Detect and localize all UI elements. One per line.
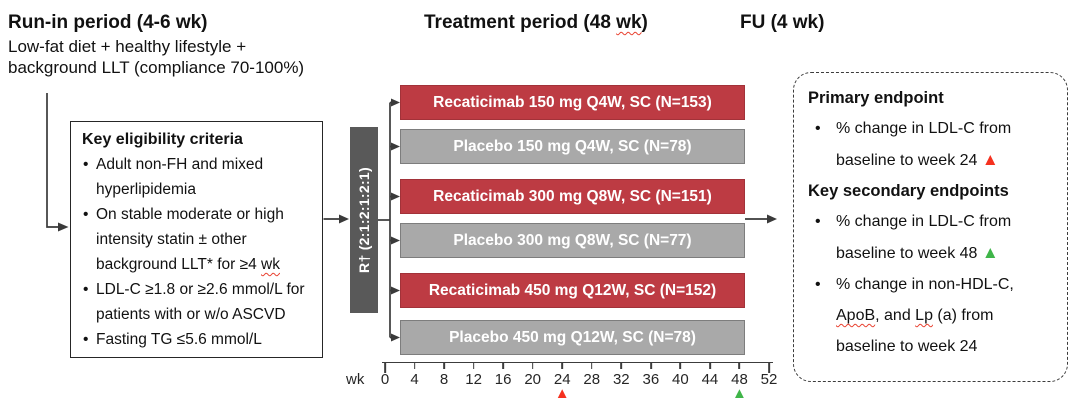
- axis-tick: [709, 363, 711, 369]
- text-segment: (a) from baseline to week 24: [836, 307, 994, 355]
- recaticimab-arm-bar: Recaticimab 150 mg Q4W, SC (N=153): [400, 85, 745, 120]
- week-axis: 0 4 8 12 16 20 24 28 32 36 40 44 48 52 ▲ ▲: [381, 362, 777, 412]
- axis-tick-label: 4: [410, 371, 419, 388]
- arrowhead-icon: [391, 192, 400, 201]
- text-segment: ): [641, 12, 648, 33]
- placebo-arm-bar: Placebo 300 mg Q8W, SC (N=77): [400, 223, 745, 258]
- bullet-dot-icon: •: [815, 276, 821, 293]
- eligibility-list: • Adult non-FH and mixed hyperlipidemia • O…: [82, 152, 315, 352]
- bullet-item: • Adult non-FH and mixed hyperlipidemia: [82, 152, 315, 202]
- text-segment: Treatment period (48: [424, 12, 617, 33]
- red-triangle-icon: ▲: [981, 150, 999, 169]
- bullet-dot-icon: •: [83, 156, 89, 173]
- axis-tick-label: 44: [701, 371, 719, 388]
- axis-tick: [620, 363, 623, 369]
- arrowhead-icon: [767, 214, 777, 224]
- text-segment: wk: [261, 256, 280, 273]
- week-axis-line: [382, 362, 773, 363]
- randomization-ratio-label: R† (2:1:2:1:2:1): [356, 167, 372, 273]
- bullet-item: • % change in LDL-C from baseline to week…: [808, 206, 1057, 269]
- arrowhead-icon: [391, 333, 400, 342]
- bullet-item: • LDL-C ≥1.8 or ≥2.6 mmol/L for patients …: [82, 277, 315, 327]
- runin-subtitle-line: Low-fat diet + healthy lifestyle +: [8, 37, 247, 56]
- bullet-dot-icon: •: [815, 120, 821, 137]
- runin-subtitle-line: background LLT (compliance 70-100%): [8, 58, 305, 77]
- text-segment: , and: [875, 307, 916, 324]
- eligibility-title: Key eligibility criteria: [82, 131, 243, 148]
- primary-endpoint-title: Primary endpoint: [808, 89, 944, 107]
- secondary-endpoints-title: Key secondary endpoints: [808, 182, 1009, 200]
- axis-tick-label: 36: [642, 371, 660, 388]
- axis-tick-label: 0: [380, 371, 390, 388]
- recaticimab-arm-bar: Recaticimab 450 mg Q12W, SC (N=152): [400, 273, 745, 308]
- axis-tick: [502, 363, 504, 369]
- axis-tick-label: 20: [524, 371, 542, 388]
- arrowhead-icon: [391, 142, 400, 151]
- axis-tick: [590, 363, 593, 369]
- bullet-dot-icon: •: [83, 281, 89, 298]
- text-segment: LDL-C ≥1.8 or ≥2.6 mmol/L for patients w…: [96, 281, 305, 323]
- axis-tick: [531, 363, 534, 369]
- bullet-dot-icon: •: [83, 206, 89, 223]
- axis-tick-label: 40: [672, 371, 689, 388]
- arrowhead-icon: [391, 236, 400, 245]
- axis-tick: [443, 363, 445, 369]
- axis-tick-label: 24: [553, 371, 571, 388]
- week-24-red-marker-icon: ▲: [554, 385, 570, 402]
- text-segment: wk: [616, 12, 642, 33]
- primary-endpoint-list: • % change in LDL-C from baseline to week…: [808, 113, 1057, 176]
- secondary-endpoints-list: • % change in LDL-C from baseline to week…: [808, 206, 1057, 362]
- text-segment: On stable moderate or high intensity sta…: [96, 206, 284, 273]
- text-segment: Adult non-FH and mixed hyperlipidemia: [96, 156, 264, 198]
- axis-tick: [679, 363, 682, 369]
- bullet-item: • Fasting TG ≤5.6 mmol/L: [82, 327, 315, 352]
- green-triangle-icon: ▲: [981, 243, 999, 262]
- axis-tick-label: 8: [439, 371, 449, 388]
- arrowhead-icon: [339, 214, 349, 224]
- bullet-item: • On stable moderate or high intensity st…: [82, 202, 315, 277]
- arrowhead-icon: [391, 98, 400, 107]
- eligibility-criteria-box: Key eligibility criteria • Adult non-FH a…: [70, 121, 323, 358]
- bullet-item: • % change in non-HDL-C, ApoB, and Lp (a)…: [808, 269, 1057, 362]
- text-segment: % change in LDL-C from baseline to week …: [836, 120, 1012, 169]
- axis-tick: [738, 363, 741, 369]
- recaticimab-arm-bar: Recaticimab 300 mg Q8W, SC (N=151): [400, 179, 745, 214]
- text-segment: % change in non-HDL-C,: [836, 276, 1014, 293]
- placebo-arm-bar: Placebo 150 mg Q4W, SC (N=78): [400, 129, 745, 164]
- runin-period-subtitle: Low-fat diet + healthy lifestyle + backg…: [8, 36, 304, 78]
- randomization-bar: R† (2:1:2:1:2:1): [350, 127, 378, 313]
- text-segment: % change in LDL-C from baseline to week …: [836, 213, 1012, 262]
- arrowhead-icon: [391, 286, 400, 295]
- axis-tick-label: 12: [465, 371, 482, 388]
- week-48-green-marker-icon: ▲: [732, 385, 747, 402]
- endpoints-box: Primary endpoint • % change in LDL-C from…: [793, 72, 1068, 382]
- axis-tick: [413, 363, 416, 369]
- axis-tick: [472, 363, 475, 369]
- axis-tick: [768, 363, 770, 373]
- axis-tick-label: 28: [583, 371, 601, 388]
- bullet-item: • % change in LDL-C from baseline to week…: [808, 113, 1057, 176]
- axis-tick-label: 52: [760, 371, 778, 388]
- treatment-period-title: Treatment period (48 wk): [424, 12, 648, 34]
- runin-elbow-connector: [46, 93, 59, 228]
- axis-tick-label: 48: [731, 371, 748, 388]
- arrowhead-icon: [58, 222, 69, 232]
- placebo-arm-bar: Placebo 450 mg Q12W, SC (N=78): [400, 320, 745, 355]
- text-segment: Fasting TG ≤5.6 mmol/L: [96, 331, 262, 348]
- followup-period-title: FU (4 wk): [740, 12, 825, 33]
- runin-period-title: Run-in period (4-6 wk): [8, 12, 208, 33]
- text-segment: Lp: [915, 307, 933, 324]
- axis-tick-label: 32: [612, 371, 630, 388]
- week-axis-unit-label: wk: [346, 371, 365, 388]
- text-segment: ApoB: [836, 307, 876, 324]
- axis-tick: [561, 363, 564, 369]
- bullet-dot-icon: •: [83, 331, 89, 348]
- bullet-dot-icon: •: [815, 213, 821, 230]
- axis-tick: [650, 363, 652, 369]
- axis-tick-label: 16: [494, 371, 512, 388]
- axis-tick: [384, 363, 386, 373]
